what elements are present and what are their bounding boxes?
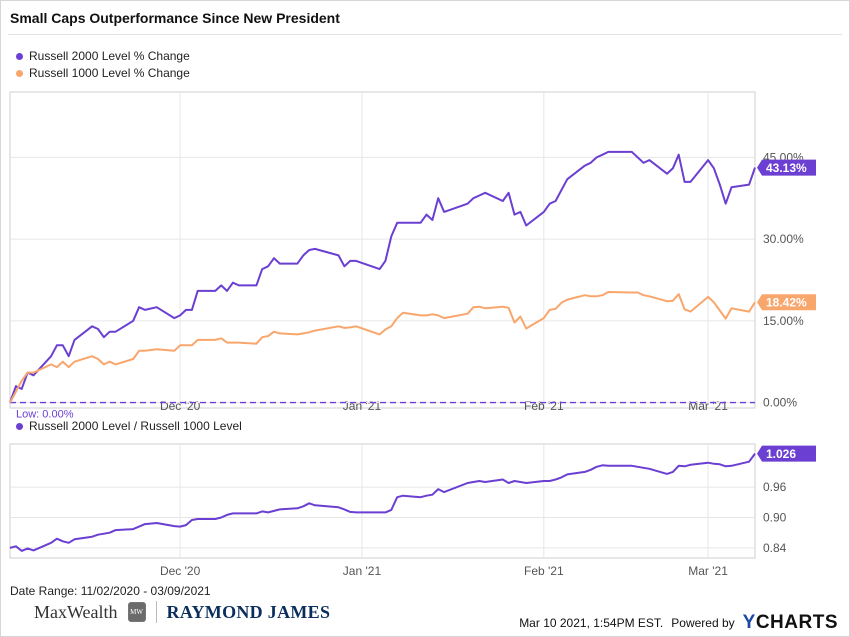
x-tick-label: Dec '20 bbox=[160, 399, 201, 413]
end-value-tag bbox=[757, 445, 816, 462]
legend-label-russell-2000: Russell 2000 Level % Change bbox=[29, 49, 190, 63]
ycharts-logo[interactable]: YCHARTS bbox=[742, 612, 838, 633]
x-tick-label: Jan '21 bbox=[343, 564, 382, 578]
legend-dot-orange-icon bbox=[16, 69, 23, 77]
footer-attribution: Mar 10 2021, 1:54PM EST. Powered by YCHA… bbox=[519, 612, 838, 634]
legend-dot-ratio-icon bbox=[16, 422, 23, 430]
end-value-label: 18.42% bbox=[766, 296, 807, 310]
y-tick-label: 15.00% bbox=[763, 314, 804, 328]
end-value-label: 1.026 bbox=[766, 447, 796, 461]
end-value-tag bbox=[757, 159, 816, 176]
y-tick-label: 0.84 bbox=[763, 541, 787, 555]
series-line-1-0 bbox=[9, 453, 756, 552]
y-tick-label: 0.90 bbox=[763, 510, 787, 524]
x-tick-label: Mar '21 bbox=[688, 564, 728, 578]
x-tick-label: Feb '21 bbox=[524, 564, 564, 578]
legend-label-ratio: Russell 2000 Level / Russell 1000 Level bbox=[29, 419, 242, 433]
end-value-tag bbox=[757, 294, 816, 311]
legend-item-russell-1000[interactable]: Russell 1000 Level % Change bbox=[16, 66, 190, 80]
maxwealth-logo: MaxWealth bbox=[34, 601, 118, 622]
timestamp: Mar 10 2021, 1:54PM EST. bbox=[519, 616, 664, 630]
title-divider bbox=[8, 34, 842, 35]
x-tick-label: Jan '21 bbox=[343, 399, 382, 413]
y-tick-label: 30.00% bbox=[763, 232, 804, 246]
date-range: Date Range: 11/02/2020 - 03/09/2021 bbox=[10, 584, 211, 598]
x-tick-label: Mar '21 bbox=[688, 399, 728, 413]
legend-item-ratio[interactable]: Russell 2000 Level / Russell 1000 Level bbox=[16, 419, 242, 433]
end-value-label: 43.13% bbox=[766, 161, 807, 175]
y-tick-label: 0.00% bbox=[763, 396, 797, 410]
series-line-0-0 bbox=[9, 150, 756, 403]
legend-dot-purple-icon bbox=[16, 52, 23, 60]
legend-item-russell-2000[interactable]: Russell 2000 Level % Change bbox=[16, 49, 190, 63]
chart-title: Small Caps Outperformance Since New Pres… bbox=[10, 10, 340, 26]
x-tick-label: Feb '21 bbox=[524, 399, 564, 413]
powered-by-label: Powered by bbox=[671, 616, 735, 630]
low-label: Low: 0.00% bbox=[16, 409, 74, 421]
x-tick-label: Dec '20 bbox=[160, 564, 201, 578]
logo-strip: MaxWealth MW RAYMOND JAMES bbox=[34, 601, 330, 623]
plot-area-0 bbox=[9, 91, 756, 409]
legend-label-russell-1000: Russell 1000 Level % Change bbox=[29, 66, 190, 80]
series-line-0-1 bbox=[9, 291, 756, 404]
y-tick-label: 0.96 bbox=[763, 480, 787, 494]
maxwealth-seal-icon: MW bbox=[127, 602, 146, 622]
logo-divider bbox=[155, 601, 157, 623]
raymond-james-logo: RAYMOND JAMES bbox=[166, 601, 331, 622]
plot-area-1 bbox=[9, 443, 756, 559]
